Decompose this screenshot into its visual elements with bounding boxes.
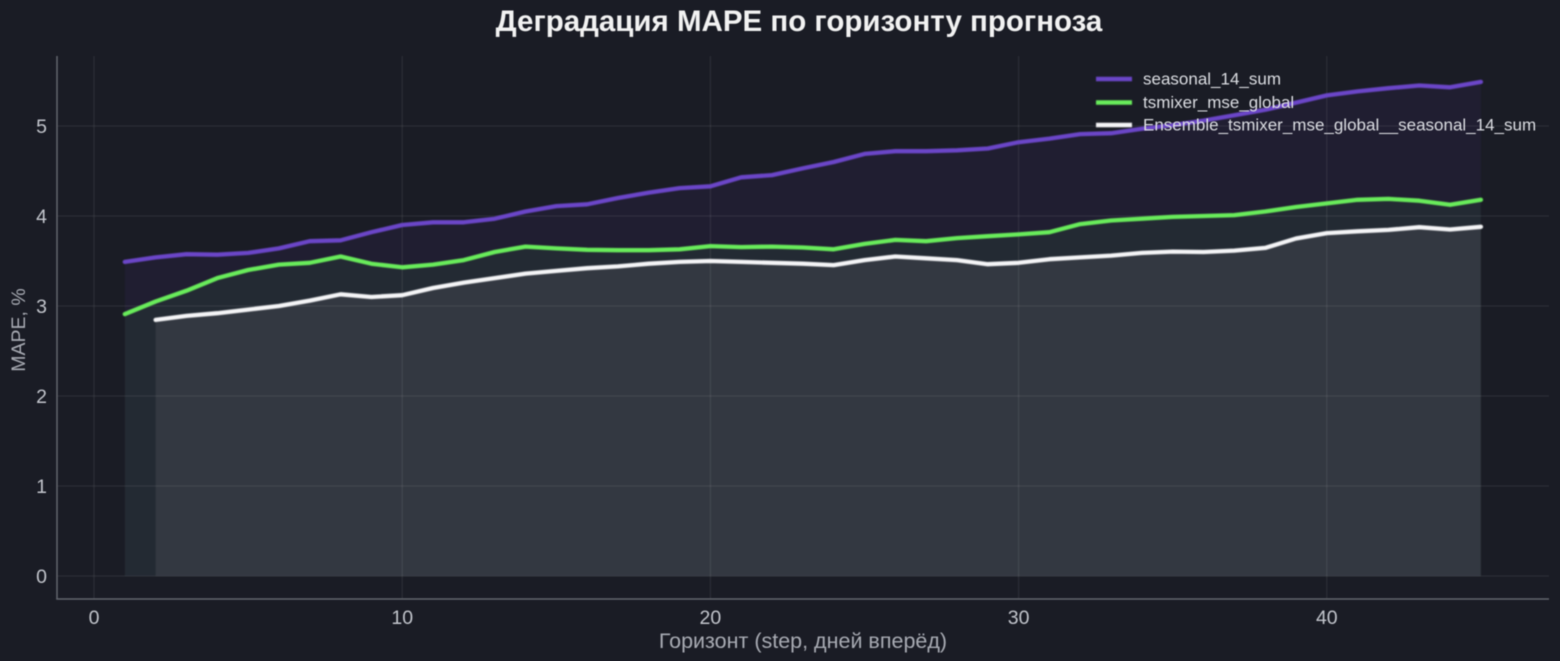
svg-text:20: 20 bbox=[700, 607, 722, 629]
svg-text:Горизонт (step, дней вперёд): Горизонт (step, дней вперёд) bbox=[659, 629, 947, 653]
svg-text:5: 5 bbox=[36, 116, 47, 138]
svg-text:Деградация MAPE по горизонту п: Деградация MAPE по горизонту прогноза bbox=[496, 5, 1103, 38]
svg-text:MAPE, %: MAPE, % bbox=[8, 288, 30, 371]
svg-text:Ensemble_tsmixer_mse_global__s: Ensemble_tsmixer_mse_global__seasonal_14… bbox=[1143, 116, 1536, 135]
svg-text:tsmixer_mse_global: tsmixer_mse_global bbox=[1143, 93, 1294, 112]
svg-text:3: 3 bbox=[36, 296, 47, 318]
svg-text:0: 0 bbox=[36, 566, 47, 588]
svg-text:seasonal_14_sum: seasonal_14_sum bbox=[1143, 70, 1281, 89]
svg-text:30: 30 bbox=[1008, 607, 1030, 629]
svg-text:4: 4 bbox=[36, 206, 47, 228]
svg-text:2: 2 bbox=[36, 386, 47, 408]
svg-text:0: 0 bbox=[89, 607, 100, 629]
svg-text:10: 10 bbox=[391, 607, 413, 629]
svg-text:1: 1 bbox=[36, 476, 47, 498]
svg-text:40: 40 bbox=[1316, 607, 1338, 629]
